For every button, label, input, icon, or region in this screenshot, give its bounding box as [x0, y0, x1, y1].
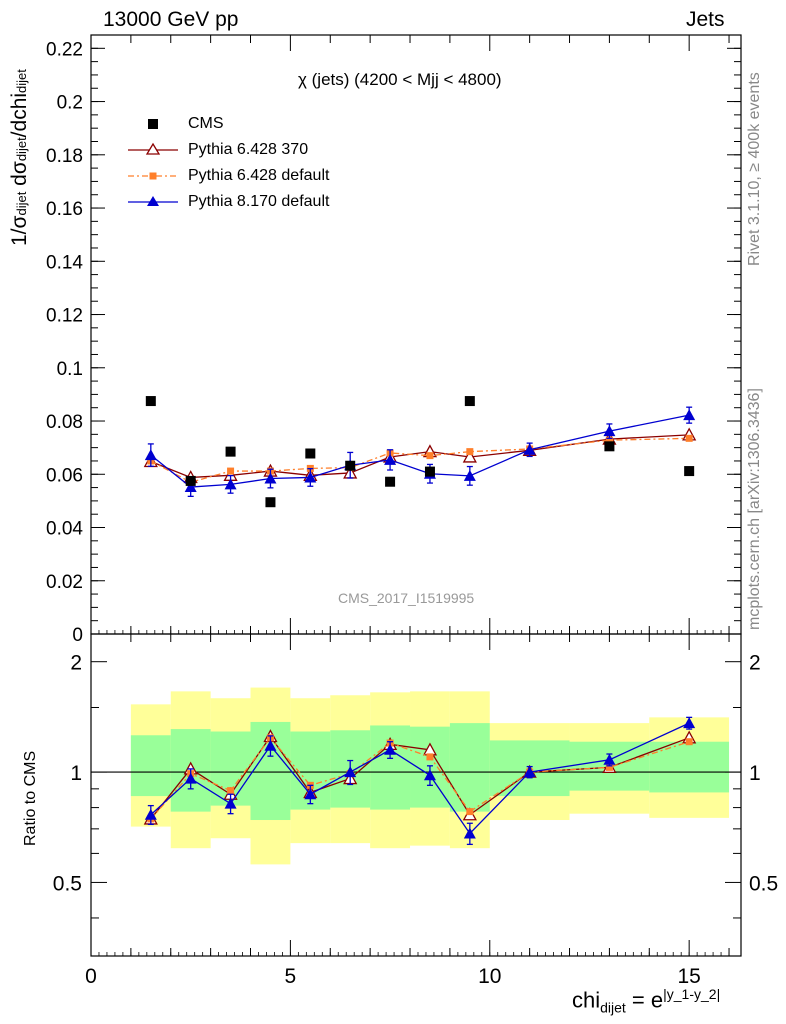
x-axis-label-eq: = e — [625, 987, 664, 1013]
main-py8-default-point — [603, 425, 616, 437]
ratio-py6-default-point — [685, 738, 693, 746]
main-py6-default-point — [466, 448, 474, 456]
x-axis-label-base: chi — [572, 987, 601, 1013]
legend-marker-py6-370 — [145, 142, 161, 155]
ratio-py8-default-point — [603, 753, 616, 765]
ratio-py8-default-point — [144, 808, 157, 820]
y-tick-label: 0 — [72, 625, 83, 646]
legend: CMS Pythia 6.428 370 Pythia 6.428 defaul… — [128, 112, 408, 222]
y-tick-label: 0.12 — [46, 306, 83, 327]
main-py6-default-point — [685, 434, 693, 442]
main-py8-default-point — [304, 471, 317, 483]
main-py8-default-line — [150, 414, 690, 488]
uncertainty-band-green — [130, 735, 171, 797]
main-cms-point — [464, 396, 475, 407]
main-cms-point — [385, 476, 396, 487]
main-cms-point — [424, 466, 435, 477]
y-tick-label: 0.2 — [57, 93, 83, 114]
y-tick-label: 0.14 — [46, 252, 83, 273]
main-py8-default-point — [144, 449, 157, 461]
main-py8-default-point — [683, 409, 696, 421]
ratio-py8-default-point — [224, 797, 237, 809]
ratio-py8-default-point — [463, 827, 476, 839]
header-process-label: 13000 GeV pp — [103, 8, 239, 31]
y-tick-label: 0.16 — [46, 199, 83, 220]
x-tick-label: 5 — [285, 965, 297, 988]
analysis-watermark: CMS_2017_I1519995 — [338, 590, 475, 606]
main-py8-default-point — [384, 453, 397, 465]
main-py6-default-line — [150, 437, 690, 483]
y-tick-label: 0.02 — [46, 572, 83, 593]
main-cms-point — [225, 446, 236, 457]
uncertainty-band-green — [449, 723, 490, 812]
legend-marker-py8-default — [147, 196, 159, 206]
main-cms-point — [684, 466, 695, 477]
ratio-py8-default-point — [423, 769, 436, 781]
main-py6-370-line — [150, 434, 690, 479]
legend-label-py6-370: Pythia 6.428 370 — [188, 141, 309, 158]
ratio-y-tick-label-right: 1 — [749, 762, 761, 785]
x-axis-label-sub: dijet — [600, 999, 626, 1016]
main-py8-default-point — [224, 478, 237, 490]
main-py6-default-point — [426, 452, 434, 460]
ratio-py8-default-point — [384, 743, 397, 755]
legend-label-py8-default: Pythia 8.170 default — [188, 193, 330, 210]
main-py8-default-point — [264, 472, 277, 484]
ratio-py8-default-point — [304, 788, 317, 800]
main-cms-point — [265, 497, 276, 508]
main-py6-370-point — [462, 449, 477, 463]
ratio-plot-frame — [90, 633, 742, 957]
main-py8-default-point — [463, 469, 476, 481]
ratio-py6-default-point — [227, 787, 235, 795]
main-plot-frame — [90, 34, 742, 635]
x-axis-label: chidijet = e|y_1-y_2| — [572, 986, 720, 1016]
x-tick-label: 0 — [85, 965, 97, 988]
ratio-py8-default-point — [344, 766, 357, 778]
main-cms-point — [604, 441, 615, 452]
y-tick-label: 0.04 — [46, 519, 83, 540]
x-tick-label: 10 — [478, 965, 501, 988]
ratio-py6-default-line — [150, 736, 690, 820]
x-tick-label: 15 — [677, 965, 700, 988]
ratio-py8-default-point — [683, 717, 696, 729]
ratio-y-tick-label: 2 — [70, 652, 82, 675]
ratio-y-tick-label: 1 — [70, 762, 82, 785]
ratio-py8-default-line — [150, 722, 690, 835]
ratio-py6-default-point — [426, 753, 434, 761]
ratio-py6-default-point — [466, 808, 474, 816]
legend-marker-cms — [148, 119, 158, 129]
x-axis-label-sup: |y_1-y_2| — [663, 986, 721, 1002]
main-py8-default-point — [184, 481, 197, 493]
y-tick-label: 0.22 — [46, 39, 83, 60]
ratio-y-tick-label-right: 0.5 — [749, 872, 778, 895]
main-py6-default-point — [605, 436, 613, 444]
y-tick-label: 0.18 — [46, 146, 83, 167]
header-category-label: Jets — [686, 8, 725, 31]
ratio-py8-default-point — [523, 766, 536, 778]
legend-label-cms: CMS — [188, 115, 224, 132]
ratio-py8-default-point — [264, 739, 277, 751]
y-tick-label: 0.08 — [46, 412, 83, 433]
y-tick-label: 0.06 — [46, 465, 83, 486]
main-cms-point — [185, 475, 196, 486]
legend-marker-py6-default — [149, 172, 157, 180]
main-cms-point — [305, 448, 316, 459]
ratio-y-tick-label-right: 2 — [749, 652, 761, 675]
main-cms-point — [145, 396, 156, 407]
main-cms-point — [345, 460, 356, 471]
main-py8-default-point — [523, 443, 536, 455]
legend-label-py6-default: Pythia 6.428 default — [188, 167, 330, 184]
ratio-py8-default-point — [184, 772, 197, 784]
ratio-py6-default-point — [605, 763, 613, 771]
ratio-y-tick-label: 0.5 — [53, 872, 82, 895]
uncertainty-band-green — [649, 741, 730, 793]
main-py6-default-point — [227, 467, 235, 475]
legend-markers — [128, 119, 178, 206]
main-plot-title: χ (jets) (4200 < Mjj < 4800) — [298, 70, 502, 89]
y-tick-label: 0.1 — [57, 359, 83, 380]
